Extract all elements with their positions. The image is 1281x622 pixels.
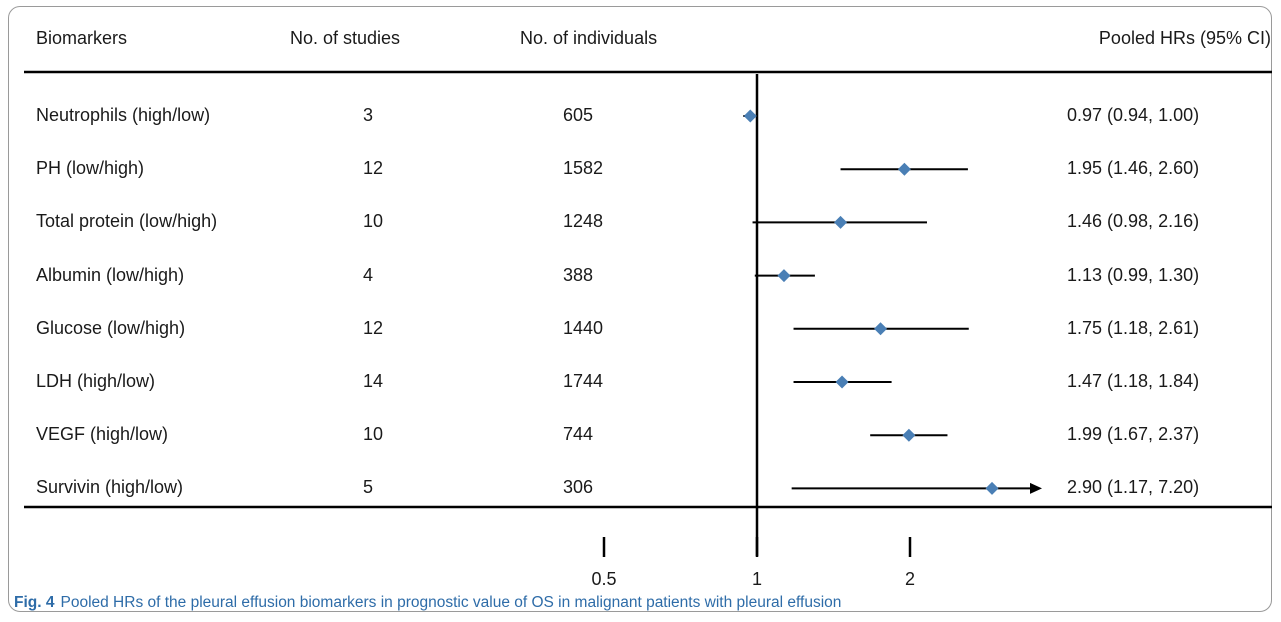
table-row: Glucose (low/high) 12 1440 1.75 (1.18, 2.61… bbox=[0, 318, 1281, 342]
caption-label: Fig. 4 bbox=[14, 594, 55, 611]
individuals-count: 1440 bbox=[563, 317, 604, 338]
hr-point bbox=[897, 162, 911, 176]
biomarker-name: PH (low/high) bbox=[36, 158, 145, 179]
table-row: Total protein (low/high) 10 1248 1.46 (0.98… bbox=[0, 211, 1281, 235]
hr-point bbox=[835, 375, 849, 389]
individuals-count: 1248 bbox=[563, 211, 604, 232]
hr-point bbox=[902, 428, 916, 442]
header-no-of-individuals: No. of individuals bbox=[520, 28, 658, 48]
hr-value-text: 2.90 (1.17, 7.20) bbox=[1067, 477, 1200, 498]
studies-count: 12 bbox=[363, 317, 384, 338]
hr-value-text: 1.95 (1.46, 2.60) bbox=[1067, 158, 1200, 179]
studies-count: 10 bbox=[363, 424, 384, 445]
hr-point bbox=[834, 215, 848, 229]
x-tick-label-0-5: 0.5 bbox=[591, 569, 616, 589]
hr-point bbox=[874, 322, 888, 336]
studies-count: 5 bbox=[363, 477, 374, 498]
table-row: Albumin (low/high) 4 388 1.13 (0.99, 1.30) bbox=[0, 265, 1281, 289]
table-row: LDH (high/low) 14 1744 1.47 (1.18, 1.84) bbox=[0, 371, 1281, 395]
individuals-count: 388 bbox=[563, 264, 594, 285]
hr-point bbox=[777, 269, 791, 283]
biomarker-name: Neutrophils (high/low) bbox=[36, 105, 211, 125]
figure-frame bbox=[8, 6, 1272, 612]
studies-count: 4 bbox=[363, 264, 374, 285]
hr-value-text: 1.13 (0.99, 1.30) bbox=[1067, 264, 1200, 285]
hr-value-text: 0.97 (0.94, 1.00) bbox=[1067, 105, 1200, 125]
biomarker-name: VEGF (high/low) bbox=[36, 424, 169, 445]
header-pooled-hrs: Pooled HRs (95% CI) bbox=[1098, 28, 1271, 48]
caption-text: Pooled HRs of the pleural effusion bioma… bbox=[60, 594, 842, 611]
hr-point bbox=[985, 481, 999, 495]
hr-value-text: 1.99 (1.67, 2.37) bbox=[1067, 424, 1200, 445]
hr-value-text: 1.47 (1.18, 1.84) bbox=[1067, 371, 1200, 391]
table-row: Survivin (high/low) 5 306 2.90 (1.17, 7.20) bbox=[0, 477, 1281, 501]
studies-count: 3 bbox=[363, 105, 374, 125]
biomarker-name: LDH (high/low) bbox=[36, 371, 156, 391]
table-header: Biomarkers No. of studies No. of individ… bbox=[0, 28, 1281, 52]
header-no-of-studies: No. of studies bbox=[290, 28, 401, 48]
table-row: PH (low/high) 12 1582 1.95 (1.46, 2.60) bbox=[0, 158, 1281, 182]
individuals-count: 605 bbox=[563, 105, 594, 125]
individuals-count: 1744 bbox=[563, 371, 604, 391]
biomarker-name: Total protein (low/high) bbox=[36, 211, 218, 232]
biomarker-name: Albumin (low/high) bbox=[36, 264, 185, 285]
biomarker-name: Glucose (low/high) bbox=[36, 317, 186, 338]
hr-value-text: 1.46 (0.98, 2.16) bbox=[1067, 211, 1200, 232]
biomarker-name: Survivin (high/low) bbox=[36, 477, 184, 498]
individuals-count: 306 bbox=[563, 477, 594, 498]
individuals-count: 744 bbox=[563, 424, 594, 445]
hr-value-text: 1.75 (1.18, 2.61) bbox=[1067, 317, 1200, 338]
ci-arrow bbox=[1030, 482, 1042, 494]
studies-count: 14 bbox=[363, 371, 384, 391]
table-row: Neutrophils (high/low) 3 605 0.97 (0.94, 1.… bbox=[0, 105, 1281, 129]
studies-count: 10 bbox=[363, 211, 384, 232]
individuals-count: 1582 bbox=[563, 158, 604, 179]
header-biomarkers: Biomarkers bbox=[36, 28, 128, 48]
studies-count: 12 bbox=[363, 158, 384, 179]
table-row: VEGF (high/low) 10 744 1.99 (1.67, 2.37) bbox=[0, 424, 1281, 448]
x-tick-label-2: 2 bbox=[905, 569, 915, 589]
hr-point bbox=[743, 109, 757, 123]
figure-caption: Fig. 4 Pooled HRs of the pleural effusion… bbox=[14, 594, 841, 612]
x-tick-label-1: 1 bbox=[752, 569, 762, 589]
